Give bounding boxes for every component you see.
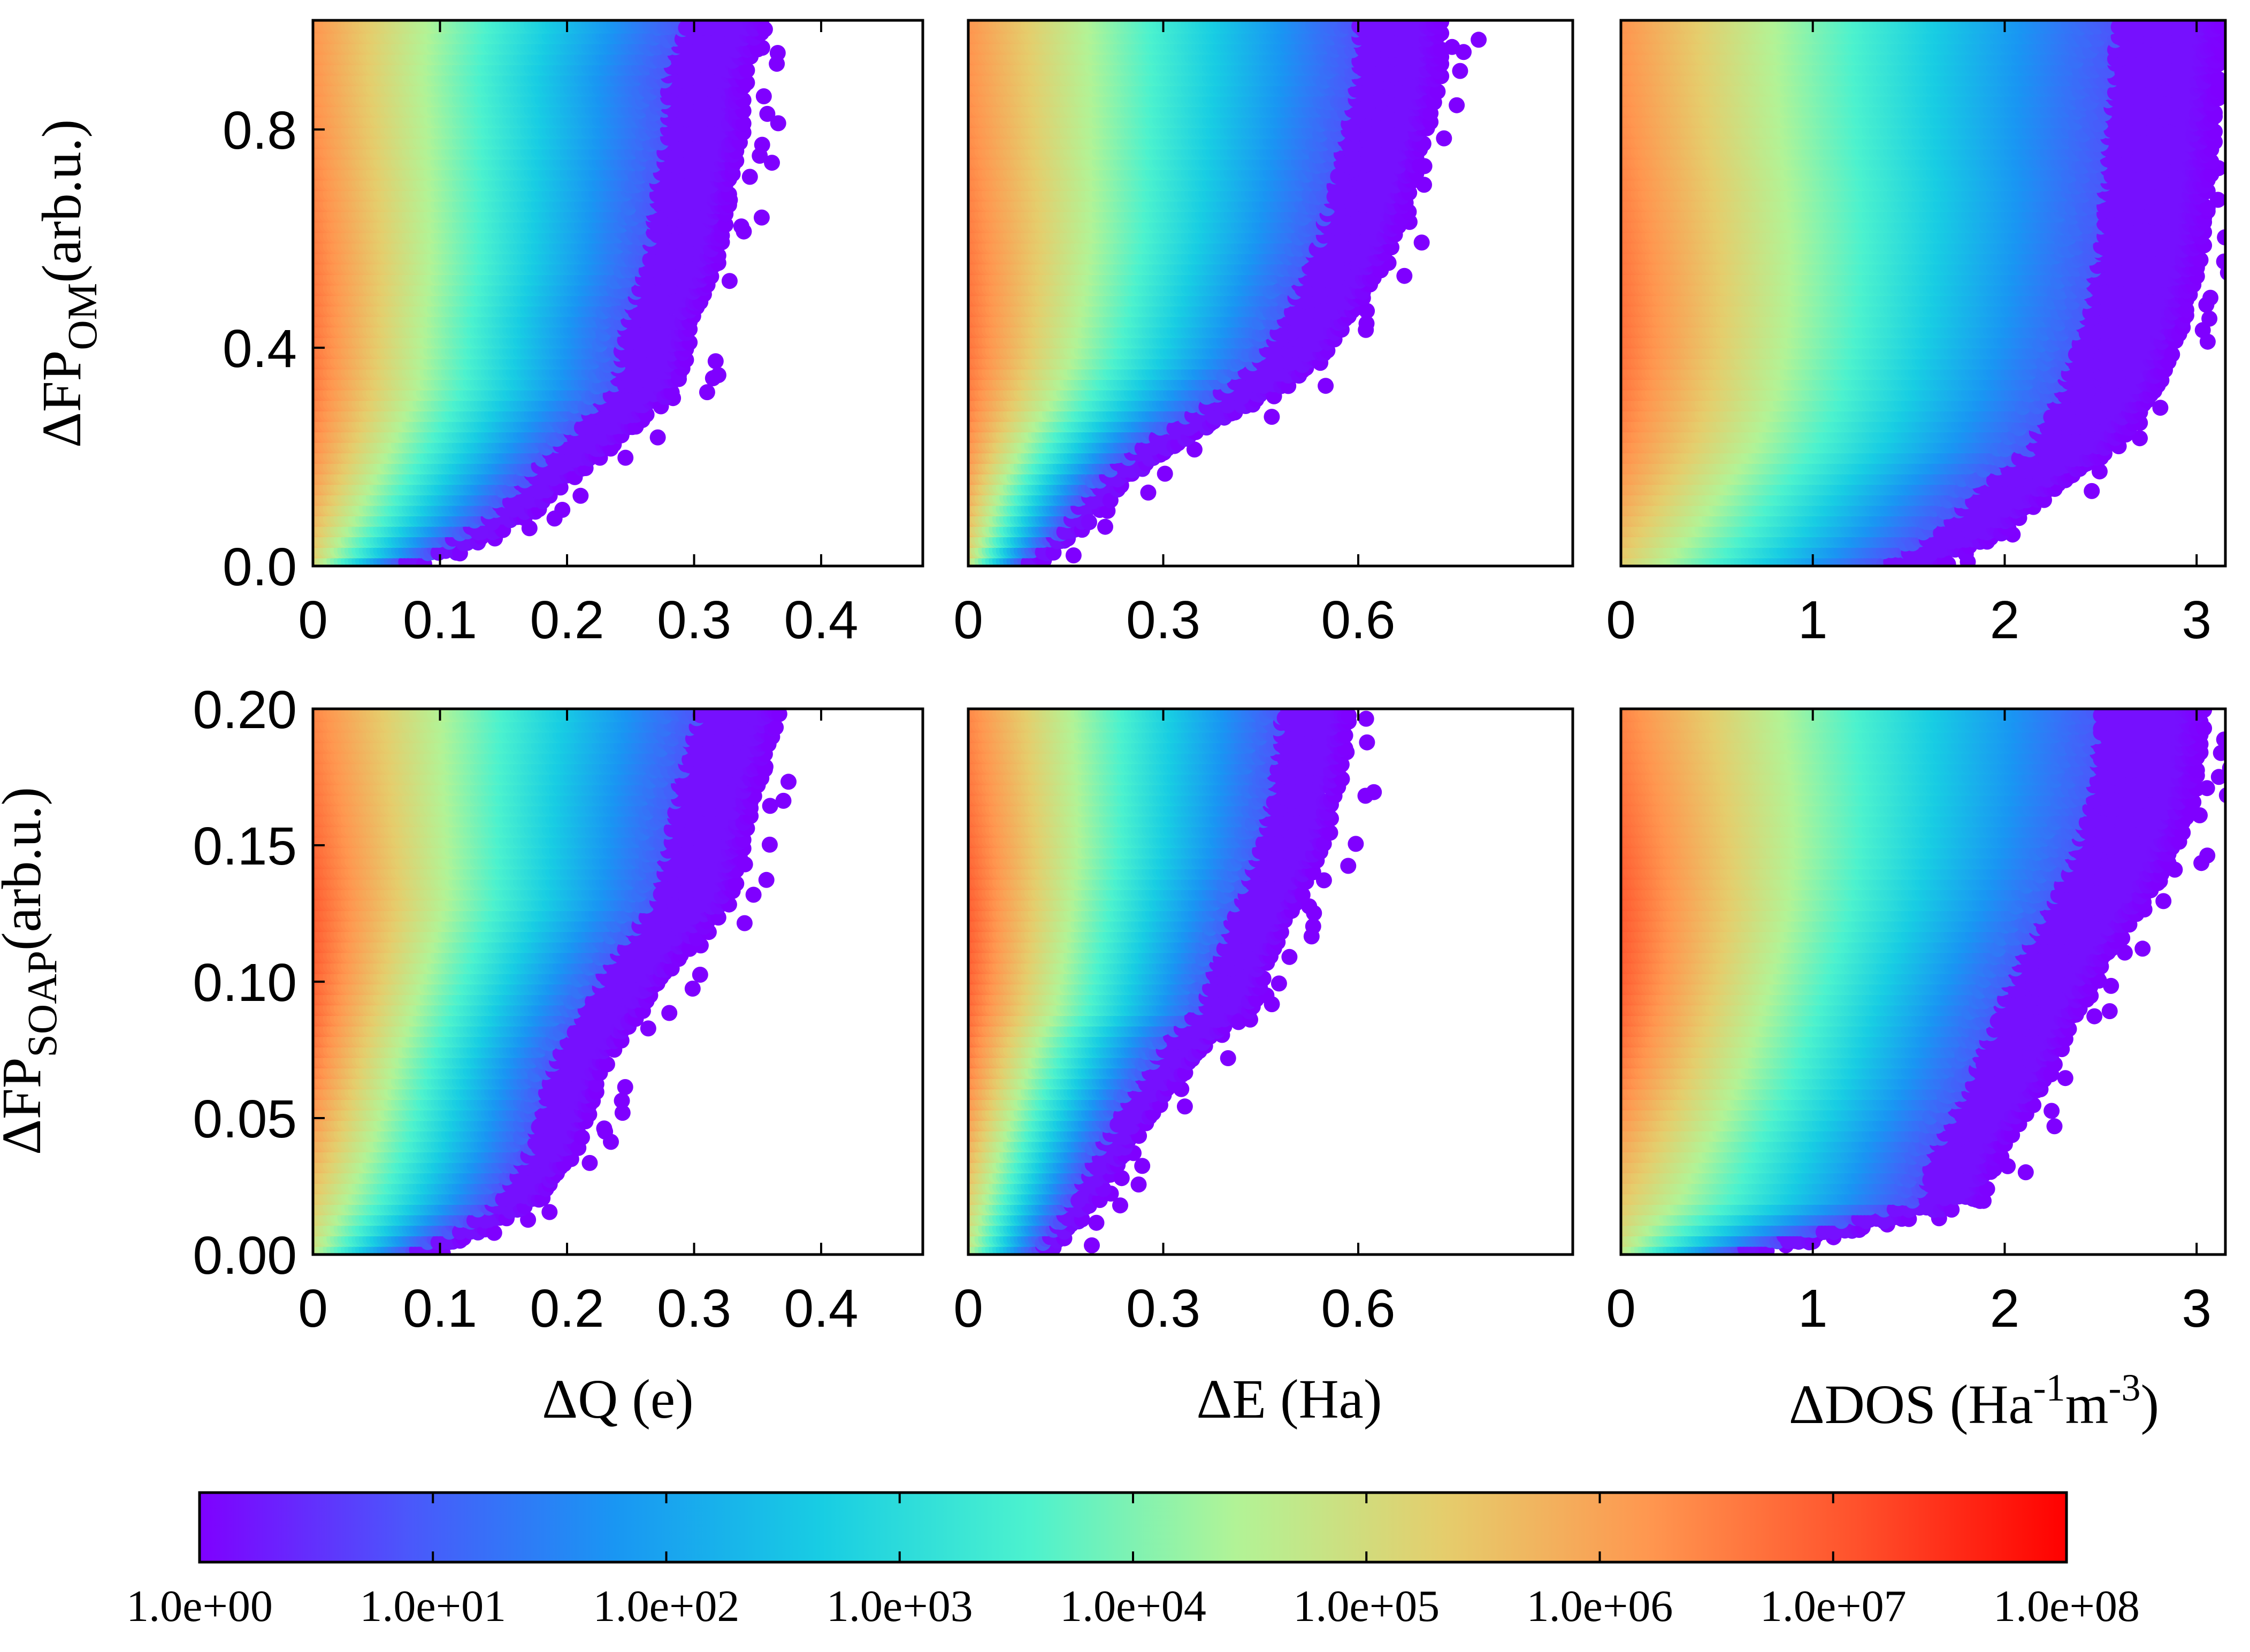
- scatter-point: [699, 384, 715, 401]
- scatter-point: [663, 384, 680, 401]
- scatter-point: [764, 155, 780, 171]
- scatter-point: [770, 115, 786, 132]
- scatter-point: [649, 429, 666, 446]
- scatter-point: [572, 487, 589, 504]
- scatter-point: [741, 169, 758, 185]
- scatter-point: [739, 62, 755, 79]
- scatter-points: [313, 20, 786, 566]
- scatter-point: [710, 367, 726, 384]
- panel-top-left: 0 0.1 0.2 0.3 0.40.00.40.8: [223, 19, 924, 650]
- scatter-point: [554, 502, 571, 518]
- scatter-point: [759, 105, 776, 122]
- scatter-point: [753, 209, 770, 226]
- scatter-point: [735, 115, 752, 132]
- scatter-point: [721, 273, 738, 289]
- scatter-point: [769, 45, 786, 61]
- scatter-point: [754, 136, 770, 153]
- scatter-point: [755, 88, 772, 104]
- panels-group: 0 0.1 0.2 0.3 0.40.00.40.80 0.3 0.6 0 1 2 30 0.1 0.2…: [193, 19, 2227, 1339]
- scatter-point: [617, 449, 634, 466]
- scatter-point: [707, 353, 724, 370]
- scatter-point: [733, 218, 749, 235]
